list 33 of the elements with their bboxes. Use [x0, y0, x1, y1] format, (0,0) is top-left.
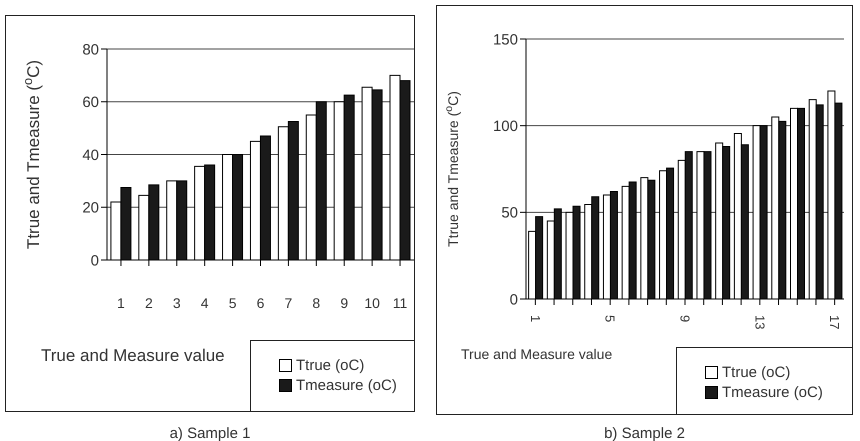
x-tick-label: 5 [228, 295, 237, 311]
legend-label: Ttrue (oC) [296, 356, 364, 374]
x-tick-label: 6 [256, 295, 265, 311]
y-tick-label: 0 [510, 291, 518, 308]
x-tick-label: 4 [200, 295, 209, 311]
x-tick-label: 10 [364, 295, 380, 311]
x-tick-label: 8 [312, 295, 320, 311]
y-tick-label: 40 [82, 146, 99, 164]
y-tick-label: 0 [90, 252, 99, 270]
text: b) Sample 2 [603, 425, 686, 441]
y-tick-label: 60 [82, 94, 99, 112]
x-tick-label: 2 [144, 295, 153, 311]
x-tick-label: 1 [117, 295, 126, 311]
x-tick-label: 11 [392, 295, 408, 311]
y-tick-label: 100 [492, 118, 518, 135]
y-tick-label: 150 [492, 31, 518, 48]
x-tick-label: 13 [752, 315, 768, 330]
legend-label: Tmeasure (oC) [722, 384, 823, 400]
x-tick-label: 9 [678, 315, 692, 322]
y-tick-label: 80 [82, 41, 99, 58]
legend-label: Ttrue (oC) [722, 364, 790, 380]
x-tick-label: 9 [340, 295, 348, 311]
x-axis-title: True and Measure value [41, 346, 225, 366]
x-tick-label: 7 [284, 295, 293, 311]
x-tick-label: 1 [528, 315, 543, 322]
x-tick-label: 3 [172, 295, 181, 311]
legend-label: Tmeasure (oC) [296, 376, 397, 394]
x-tick-label: 5 [602, 315, 618, 322]
y-tick-label: 50 [501, 204, 518, 222]
x-axis-title: True and Measure value [461, 345, 612, 364]
x-tick-label: 17 [827, 315, 842, 330]
text: a) Sample 1 [168, 425, 252, 441]
y-tick-label: 20 [82, 200, 99, 217]
